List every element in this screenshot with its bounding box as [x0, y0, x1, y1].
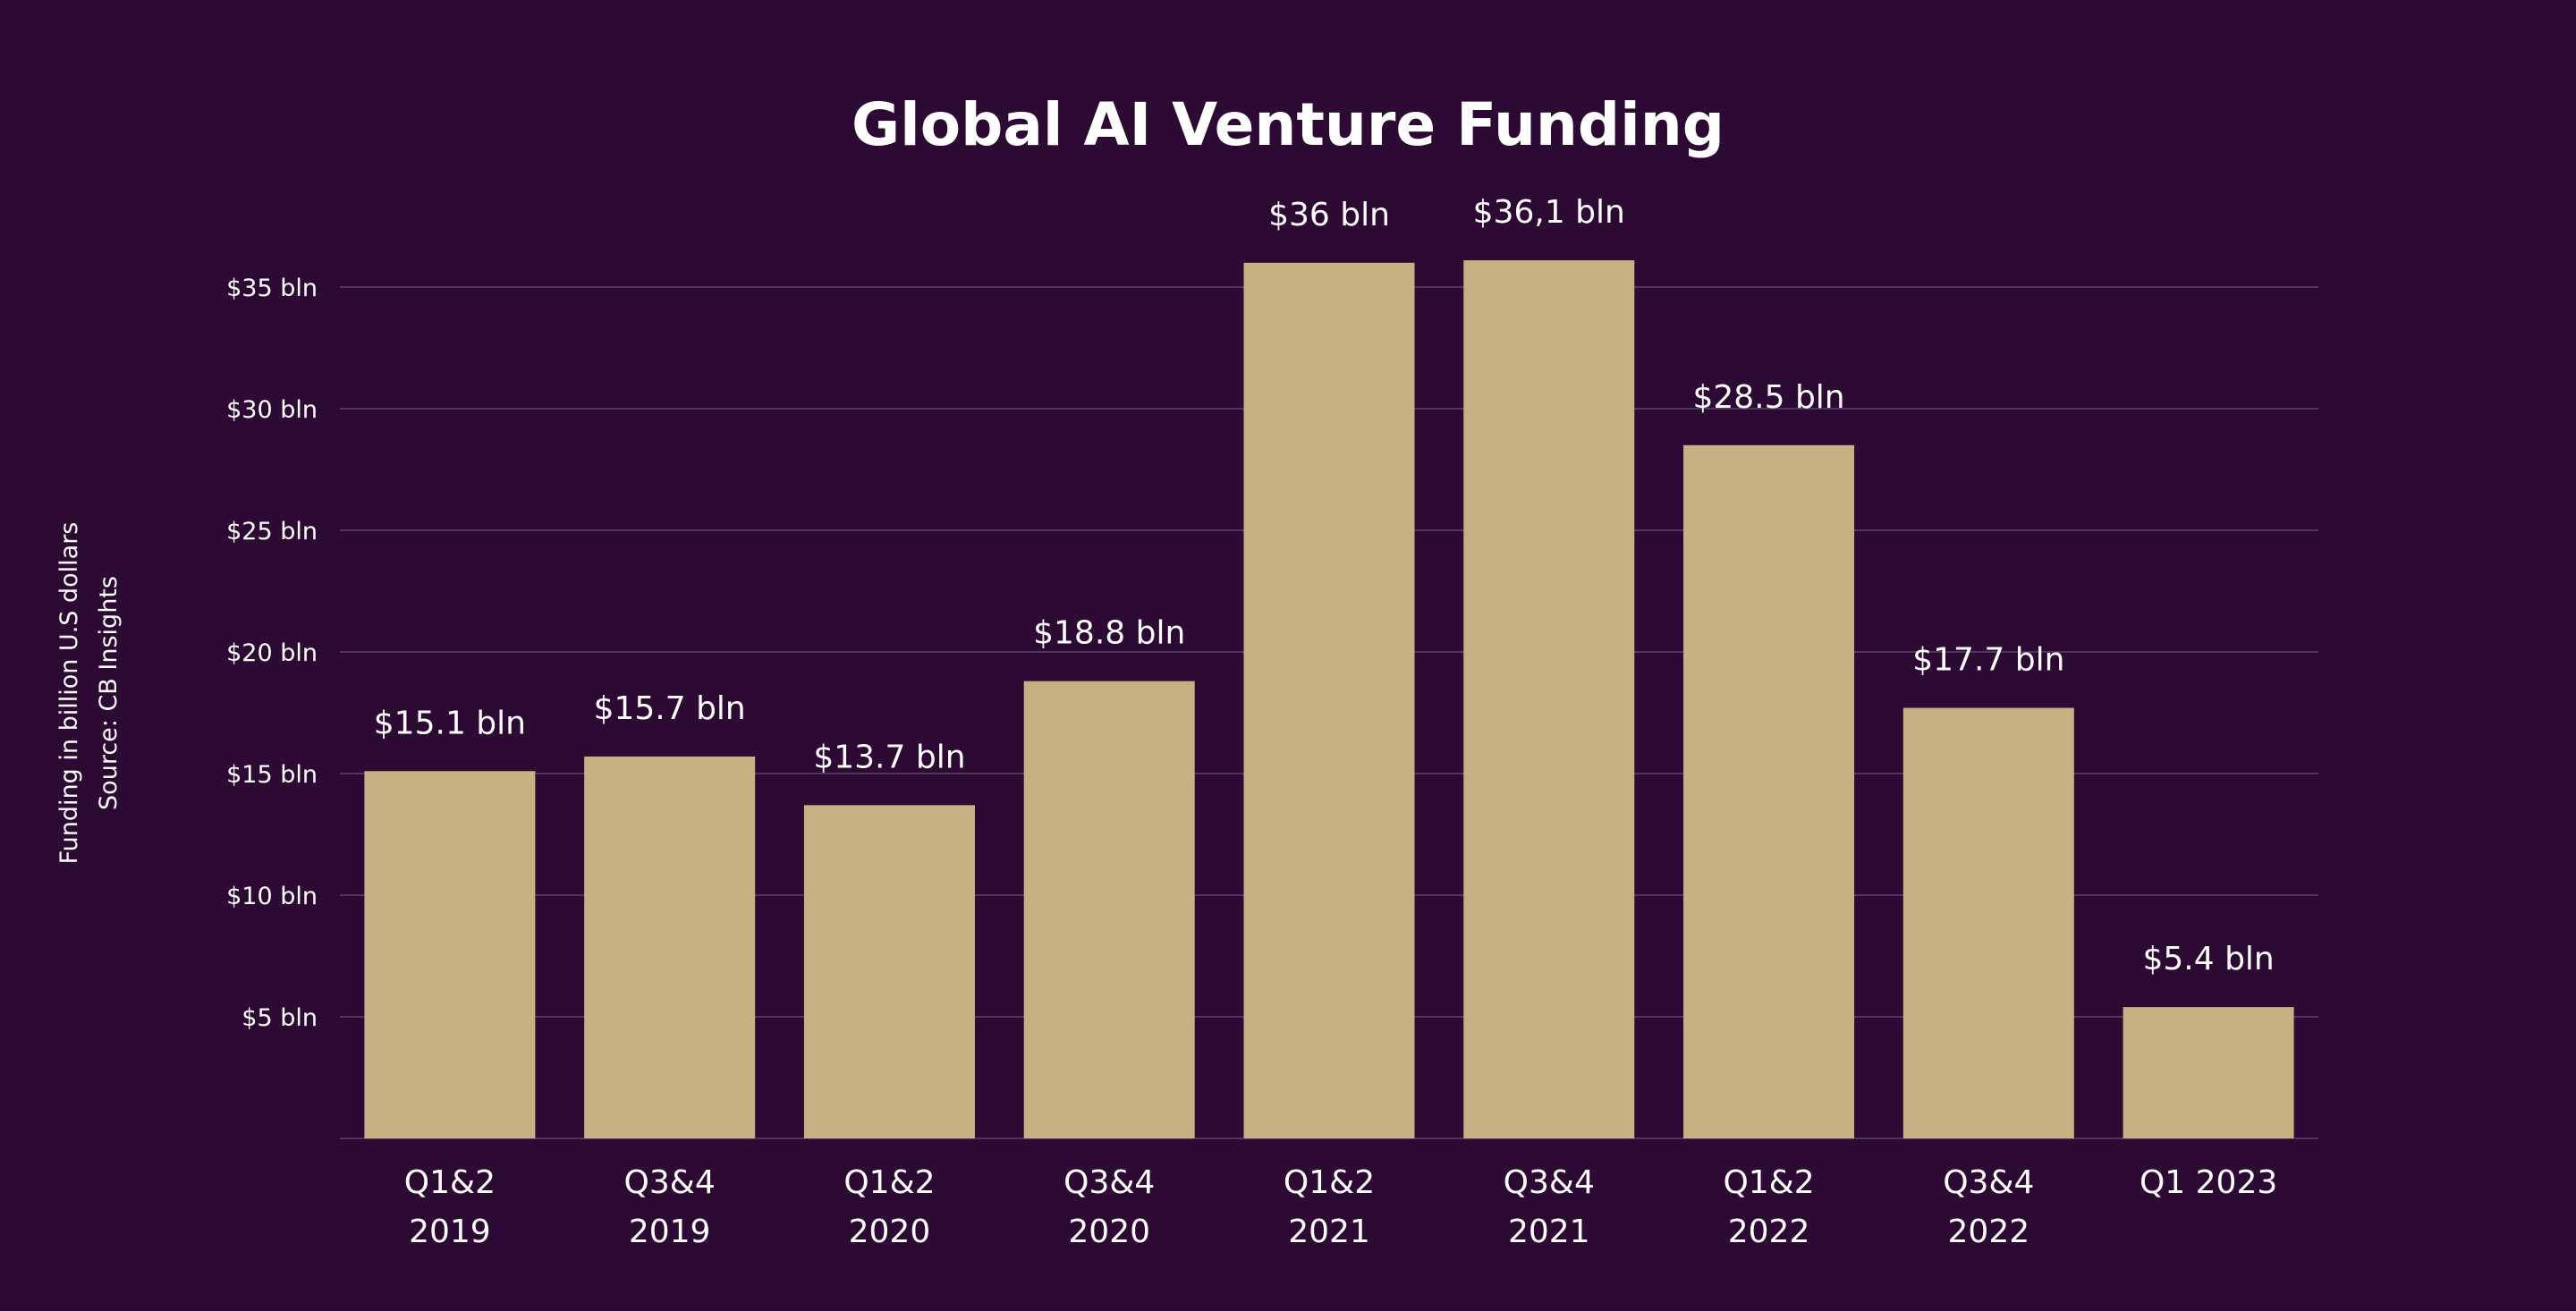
- data-label: $15.1 bln: [374, 705, 526, 741]
- x-tick-label: Q1&2: [843, 1164, 935, 1201]
- x-tick-label: Q3&4: [624, 1164, 716, 1201]
- bar: [2123, 1007, 2294, 1138]
- bar: [803, 805, 975, 1138]
- data-label: $15.7 bln: [594, 690, 746, 727]
- x-tick-label: Q1&2: [1723, 1164, 1814, 1201]
- y-tick-label: $5 bln: [242, 1004, 318, 1032]
- y-tick-label: $30 bln: [226, 396, 318, 424]
- x-tick-label: 2021: [1508, 1214, 1590, 1250]
- x-tick-label: 2019: [409, 1214, 491, 1250]
- y-tick-label: $25 bln: [226, 518, 318, 546]
- x-tick-label: Q1 2023: [2140, 1164, 2277, 1201]
- x-tick-label: Q3&4: [1504, 1164, 1595, 1201]
- bar: [1243, 262, 1415, 1138]
- y-tick-label: $15 bln: [226, 761, 318, 789]
- bar: [1683, 444, 1855, 1138]
- y-tick-label: $20 bln: [226, 639, 318, 667]
- x-tick-label: 2022: [1728, 1214, 1810, 1250]
- data-label: $5.4 bln: [2142, 941, 2274, 977]
- bar: [364, 771, 536, 1138]
- y-tick-label: $10 bln: [226, 883, 318, 910]
- data-label: $17.7 bln: [1912, 642, 2064, 679]
- bars: [364, 260, 2294, 1139]
- data-label: $36 bln: [1268, 197, 1390, 233]
- data-label: $13.7 bln: [813, 739, 965, 775]
- x-tick-label: Q1&2: [1284, 1164, 1375, 1201]
- bar: [1023, 681, 1195, 1138]
- x-tick-label: 2021: [1288, 1214, 1370, 1250]
- y-tick-label: $35 bln: [226, 275, 318, 302]
- x-tick-label: 2020: [1068, 1214, 1150, 1250]
- y-axis-label: Funding in billion U.S dollars: [55, 522, 83, 865]
- labels: $5 bln $10 bln $15 bln $20 bln $25 bln $30 bl…: [226, 194, 2277, 1250]
- bar: [584, 756, 756, 1138]
- data-label: $28.5 bln: [1692, 379, 1844, 416]
- x-tick-label: Q3&4: [1943, 1164, 2034, 1201]
- x-tick-label: Q3&4: [1063, 1164, 1155, 1201]
- data-label: $36,1 bln: [1473, 194, 1625, 231]
- x-tick-label: 2020: [849, 1214, 931, 1250]
- x-tick-label: 2022: [1948, 1214, 2030, 1250]
- bar: [1902, 707, 2074, 1138]
- chart-title: Global AI Venture Funding: [852, 90, 1724, 159]
- x-tick-label: 2019: [629, 1214, 711, 1250]
- bar: [1463, 260, 1635, 1139]
- x-tick-label: Q1&2: [404, 1164, 496, 1201]
- source-label: Source: CB Insights: [95, 576, 123, 810]
- data-label: $18.8 bln: [1033, 615, 1185, 652]
